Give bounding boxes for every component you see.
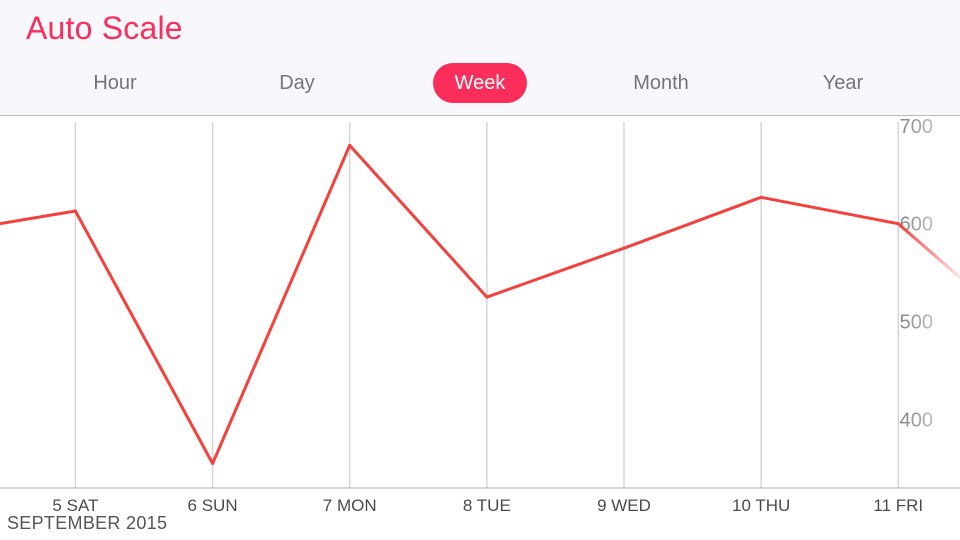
series-line [0,143,960,465]
data-point [211,462,215,466]
x-tick-label: 10 THU [732,496,790,515]
edge-fade [900,116,960,488]
series-layer [0,143,960,466]
tab-hour[interactable]: Hour [93,72,137,94]
x-axis-label: SEPTEMBER 2015 [7,513,168,533]
x-tick-label: 7 MON [323,496,377,515]
x-tick-label: 6 SUN [188,496,238,515]
page-title: Auto Scale [26,10,183,46]
data-point [73,209,77,213]
data-point [0,222,2,226]
data-point [896,222,900,226]
tab-day[interactable]: Day [279,72,315,94]
x-tick-label: 11 FRI [873,496,923,515]
header: Auto Scale Hour Day Week Month Year [0,0,960,116]
x-axis-ticks: 5 SAT 6 SUN 7 MON 8 TUE 9 WED 10 THU 11 FRI [52,496,923,515]
data-point [759,195,763,199]
data-point [485,295,489,299]
data-point [348,143,352,147]
grid-lines [74,122,900,488]
tab-year[interactable]: Year [822,72,864,94]
x-tick-label: 8 TUE [463,496,511,515]
x-tick-label: 5 SAT [52,496,98,515]
tab-week[interactable]: Week [433,63,527,103]
x-tick-label: 9 WED [597,496,651,515]
data-point [622,246,626,250]
tab-month[interactable]: Month [633,72,689,94]
